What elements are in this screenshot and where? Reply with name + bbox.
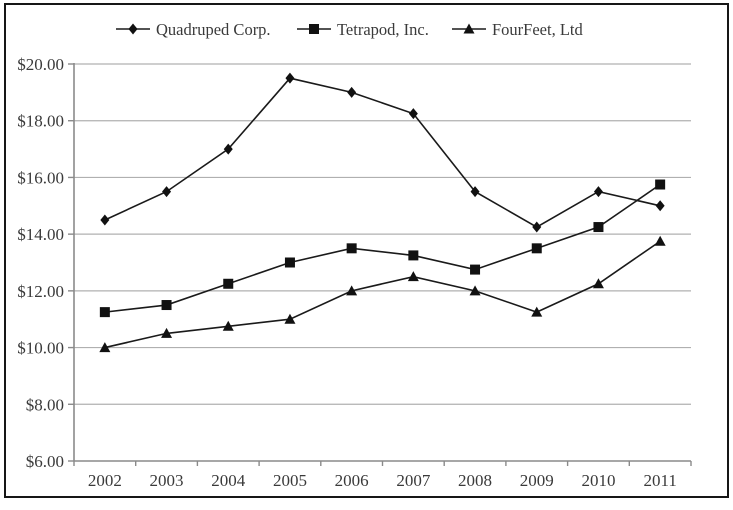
y-tick-label: $10.00 <box>17 339 64 358</box>
square-marker-tetrapod-inc-2011 <box>655 179 666 190</box>
x-tick-label: 2002 <box>88 471 122 490</box>
y-tick-label: $18.00 <box>17 112 64 131</box>
x-tick-label: 2011 <box>643 471 676 490</box>
triangle-icon <box>463 23 475 34</box>
x-tick-label: 2009 <box>520 471 554 490</box>
square-marker-tetrapod-inc-2008 <box>470 264 481 275</box>
y-tick-label: $6.00 <box>26 452 64 471</box>
series-line-quadruped-corp <box>104 77 661 228</box>
square-marker-tetrapod-inc-2002 <box>99 307 110 318</box>
x-tick-label: 2004 <box>211 471 246 490</box>
series-fourfeet-ltd <box>99 235 666 353</box>
series-tetrapod-inc <box>99 179 666 318</box>
diamond-marker-quadruped-corp-2005 <box>285 72 295 84</box>
legend-label: FourFeet, Ltd <box>492 20 583 39</box>
legend-item-fourfeet-ltd: FourFeet, Ltd <box>452 20 583 39</box>
x-tick-label: 2006 <box>335 471 369 490</box>
square-icon <box>309 24 319 34</box>
axes <box>73 63 691 462</box>
triangle-marker-fourfeet-ltd-2004 <box>222 320 234 331</box>
y-tick-label: $14.00 <box>17 225 64 244</box>
legend-label: Quadruped Corp. <box>156 20 271 39</box>
triangle-marker-fourfeet-ltd-2003 <box>161 327 173 338</box>
square-marker-tetrapod-inc-2003 <box>161 300 172 311</box>
square-marker-tetrapod-inc-2006 <box>346 243 357 254</box>
x-axis-labels: 2002 2003 2004 2005 2006 2007 2008 2009 2010 2011 <box>73 461 692 490</box>
diamond-marker-quadruped-corp-2006 <box>347 86 357 98</box>
diamond-marker-quadruped-corp-2011 <box>655 200 665 212</box>
diamond-marker-quadruped-corp-2009 <box>532 221 542 233</box>
chart-outer-border <box>4 3 729 498</box>
square-marker-tetrapod-inc-2009 <box>531 243 542 254</box>
y-tick-label: $12.00 <box>17 282 64 301</box>
triangle-marker-fourfeet-ltd-2002 <box>99 342 111 353</box>
series-quadruped-corp <box>100 72 665 233</box>
legend: Quadruped Corp. Tetrapod, Inc. FourFeet, L… <box>116 20 583 39</box>
legend-label: Tetrapod, Inc. <box>337 20 429 39</box>
diamond-icon <box>128 23 138 35</box>
triangle-marker-fourfeet-ltd-2009 <box>531 306 543 317</box>
diamond-marker-quadruped-corp-2010 <box>593 186 603 198</box>
x-tick-label: 2003 <box>150 471 184 490</box>
square-marker-tetrapod-inc-2007 <box>408 250 419 261</box>
y-axis-labels: $6.00 $8.00 $10.00 $12.00 $14.00 $16.00 $18.00… <box>17 55 74 471</box>
legend-item-quadruped-corp: Quadruped Corp. <box>116 20 271 39</box>
triangle-marker-fourfeet-ltd-2006 <box>346 285 358 296</box>
triangle-marker-fourfeet-ltd-2007 <box>407 271 419 282</box>
series-line-tetrapod-inc <box>104 183 661 313</box>
square-marker-tetrapod-inc-2010 <box>593 222 604 233</box>
diamond-marker-quadruped-corp-2004 <box>223 143 233 155</box>
square-marker-tetrapod-inc-2004 <box>223 278 234 289</box>
square-marker-tetrapod-inc-2005 <box>284 257 295 268</box>
y-tick-label: $16.00 <box>17 168 64 187</box>
y-tick-label: $20.00 <box>17 55 64 74</box>
triangle-marker-fourfeet-ltd-2011 <box>654 235 666 246</box>
diamond-marker-quadruped-corp-2003 <box>162 186 172 198</box>
series-line-fourfeet-ltd <box>104 240 661 349</box>
x-tick-label: 2005 <box>273 471 307 490</box>
legend-item-tetrapod-inc: Tetrapod, Inc. <box>297 20 429 39</box>
x-tick-label: 2008 <box>458 471 492 490</box>
triangle-marker-fourfeet-ltd-2005 <box>284 313 296 324</box>
y-tick-label: $8.00 <box>26 395 64 414</box>
diamond-marker-quadruped-corp-2002 <box>100 214 110 226</box>
x-tick-label: 2010 <box>581 471 615 490</box>
triangle-marker-fourfeet-ltd-2008 <box>469 285 481 296</box>
diamond-marker-quadruped-corp-2008 <box>470 186 480 198</box>
diamond-marker-quadruped-corp-2007 <box>408 108 418 120</box>
x-tick-label: 2007 <box>396 471 431 490</box>
gridlines <box>74 63 691 405</box>
triangle-marker-fourfeet-ltd-2010 <box>592 278 604 289</box>
